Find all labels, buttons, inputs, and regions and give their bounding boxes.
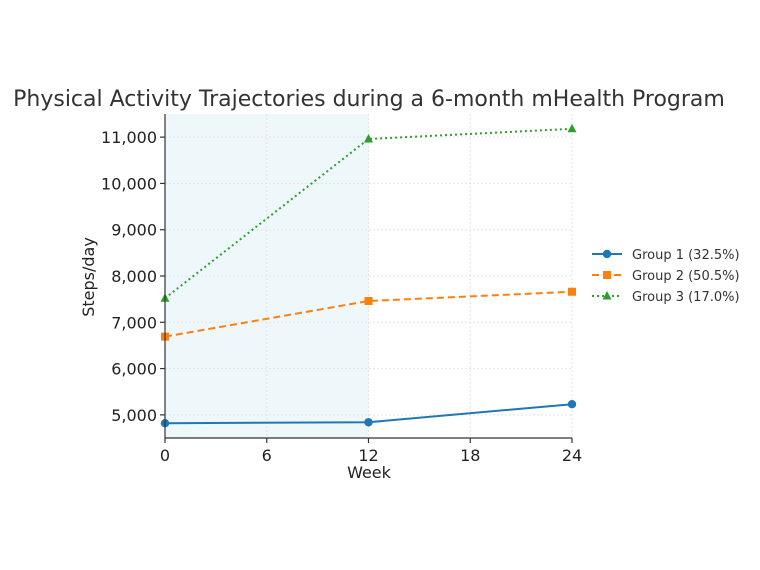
legend-marker (602, 249, 612, 259)
legend-label: Group 3 (17.0%) (632, 290, 740, 305)
legend-label: Group 1 (32.5%) (632, 248, 740, 263)
y-tick-label: 8,000 (111, 267, 157, 286)
legend-marker (603, 271, 611, 279)
data-point-3-3 (567, 123, 577, 133)
data-point-1-2 (364, 418, 373, 427)
chart-title: Physical Activity Trajectories during a … (13, 87, 725, 112)
y-tick-label: 6,000 (111, 360, 157, 379)
legend: Group 1 (32.5%) Group 2 (50.5%) Group 3 (1… (592, 248, 740, 305)
y-tick-label: 5,000 (111, 406, 157, 425)
legend-entry-2: Group 2 (50.5%) (592, 269, 740, 284)
x-tick-label: 6 (262, 446, 272, 465)
data-point-2-2 (364, 296, 373, 305)
legend-marker (602, 291, 612, 300)
y-tick-label: 7,000 (111, 313, 157, 332)
y-tick-label: 10,000 (101, 174, 157, 193)
legend-entry-1: Group 1 (32.5%) (592, 248, 740, 263)
legend-entry-3: Group 3 (17.0%) (592, 290, 740, 305)
data-point-1-3 (567, 400, 577, 409)
x-tick-label: 0 (160, 446, 170, 465)
data-point-2-3 (568, 287, 576, 296)
y-axis-label: Steps/day (79, 237, 98, 317)
y-tick-label: 9,000 (111, 221, 157, 240)
series-line-3 (164, 127, 573, 300)
x-axis-label: Week (347, 463, 392, 482)
x-tick-label: 24 (562, 446, 582, 465)
series-line-2 (164, 290, 573, 338)
data-point-3-2 (364, 133, 373, 143)
x-tick-label: 18 (460, 446, 480, 465)
y-tick-label: 11,000 (101, 128, 157, 147)
legend-label: Group 2 (50.5%) (632, 269, 740, 284)
x-tick-label: 12 (358, 446, 378, 465)
series-group-1 (160, 400, 577, 428)
